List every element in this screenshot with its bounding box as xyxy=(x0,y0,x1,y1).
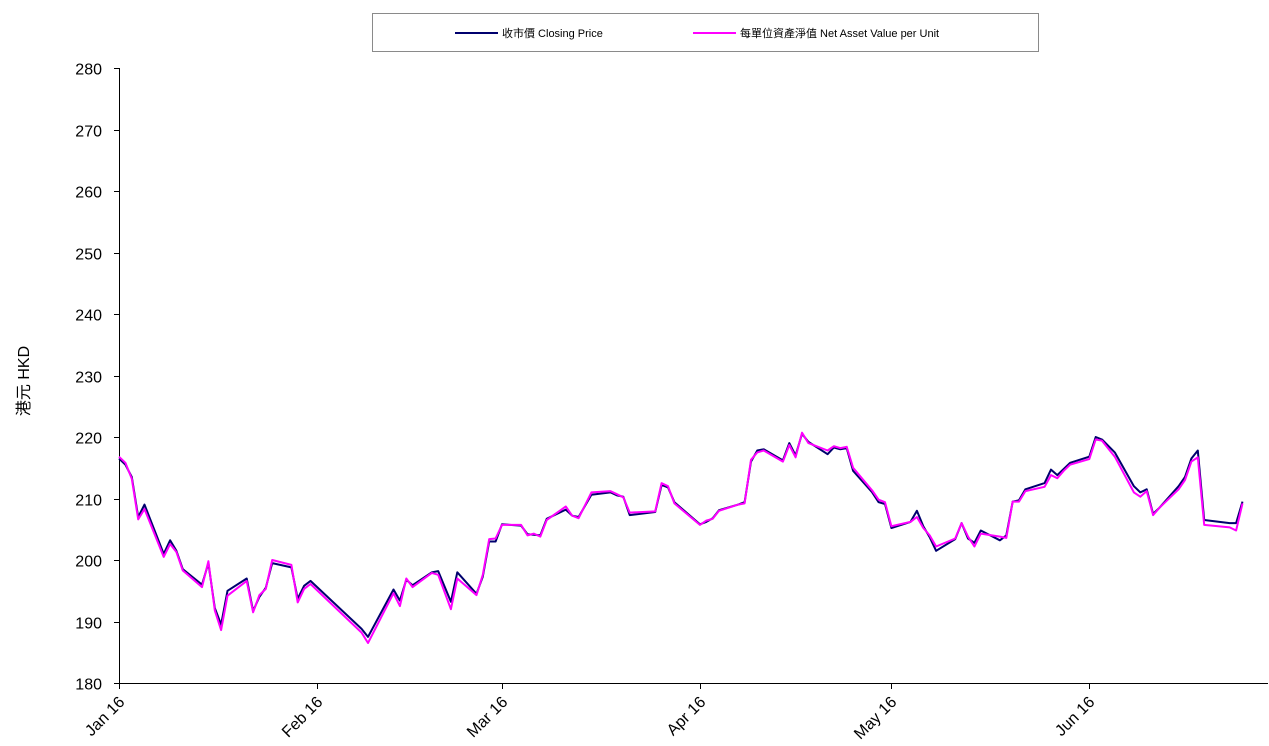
x-tick-label: Feb 16 xyxy=(279,694,326,741)
x-tick-label: May 16 xyxy=(851,694,900,743)
legend-nav-label: 每單位資產淨值 Net Asset Value per Unit xyxy=(740,26,939,40)
nav-per-unit-line xyxy=(118,431,1244,644)
y-tick-label: 280 xyxy=(75,62,102,79)
y-tick-label: 220 xyxy=(75,431,102,448)
x-tick-label: Jan 16 xyxy=(82,694,128,740)
y-tick-label: 270 xyxy=(75,124,102,141)
y-tick-label: 180 xyxy=(75,677,102,694)
legend-closing-label: 收市價 Closing Price xyxy=(502,26,603,40)
axes: 180 190 200 210 220 230 240 250 260 270 280 Jan 16 F… xyxy=(75,62,1268,743)
x-tick-label: Jun 16 xyxy=(1052,694,1098,740)
x-tick-label: Mar 16 xyxy=(464,694,511,741)
y-tick-label: 210 xyxy=(75,493,102,510)
y-tick-label: 240 xyxy=(75,308,102,325)
legend: 收市價 Closing Price 每單位資產淨值 Net Asset Valu… xyxy=(372,13,1039,52)
y-tick-label: 260 xyxy=(75,185,102,202)
y-tick-label: 190 xyxy=(75,616,102,633)
y-tick-label: 230 xyxy=(75,370,102,387)
y-tick-label: 200 xyxy=(75,554,102,571)
y-axis-label: 港元 HKD xyxy=(15,346,33,416)
x-tick-label: Apr 16 xyxy=(664,694,709,739)
series-lines xyxy=(118,431,1244,644)
y-tick-label: 250 xyxy=(75,247,102,264)
